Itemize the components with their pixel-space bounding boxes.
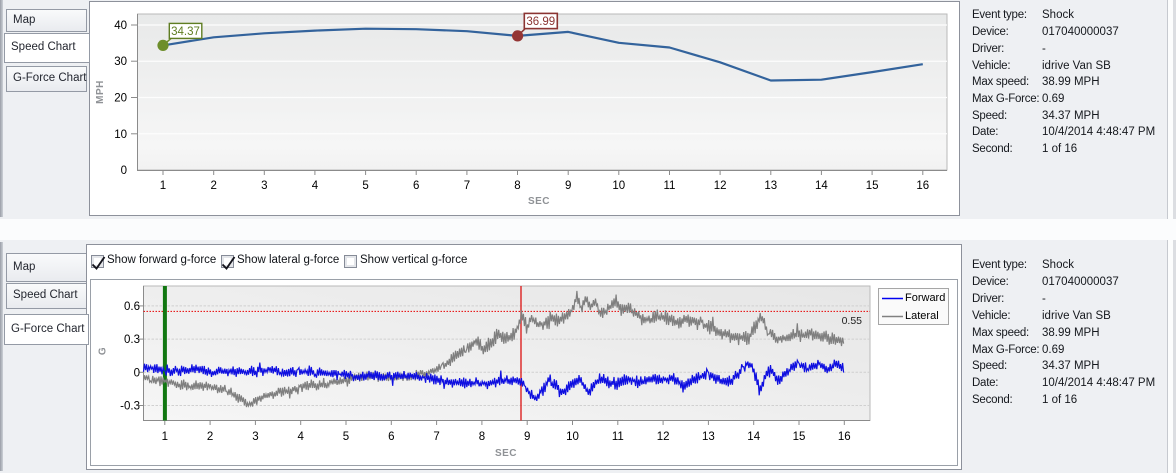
svg-text:3: 3 — [261, 180, 267, 192]
svg-text:3: 3 — [252, 431, 258, 443]
svg-text:11: 11 — [612, 431, 624, 443]
svg-text:14: 14 — [747, 431, 760, 443]
svg-text:16: 16 — [916, 180, 929, 192]
svg-text:4: 4 — [312, 180, 319, 192]
svg-text:0.6: 0.6 — [124, 301, 140, 313]
svg-text:15: 15 — [866, 180, 879, 192]
svg-text:6: 6 — [388, 431, 394, 443]
svg-text:0: 0 — [121, 165, 127, 177]
svg-text:9: 9 — [524, 431, 530, 443]
svg-text:10: 10 — [612, 180, 625, 192]
svg-text:0: 0 — [134, 367, 140, 379]
svg-text:16: 16 — [838, 431, 851, 443]
svg-text:G: G — [98, 347, 109, 355]
svg-text:2: 2 — [210, 180, 216, 192]
svg-text:13: 13 — [702, 431, 715, 443]
svg-text:4: 4 — [297, 431, 304, 443]
svg-text:12: 12 — [714, 180, 727, 192]
svg-text:34.37: 34.37 — [171, 26, 200, 38]
svg-text:0.3: 0.3 — [124, 334, 140, 346]
svg-text:13: 13 — [764, 180, 777, 192]
svg-text:SEC: SEC — [528, 196, 550, 207]
svg-text:5: 5 — [343, 431, 349, 443]
svg-text:30: 30 — [114, 56, 127, 68]
svg-text:SEC: SEC — [495, 448, 517, 459]
svg-text:5: 5 — [362, 180, 368, 192]
svg-text:6: 6 — [413, 180, 419, 192]
svg-text:2: 2 — [207, 431, 213, 443]
svg-text:8: 8 — [479, 431, 485, 443]
svg-text:7: 7 — [464, 180, 470, 192]
svg-text:1: 1 — [162, 431, 168, 443]
svg-text:20: 20 — [114, 93, 127, 105]
svg-text:7: 7 — [433, 431, 439, 443]
svg-text:40: 40 — [114, 20, 127, 32]
svg-text:9: 9 — [565, 180, 571, 192]
svg-text:MPH: MPH — [95, 80, 106, 104]
svg-text:10: 10 — [566, 431, 579, 443]
svg-text:1: 1 — [160, 180, 166, 192]
svg-text:12: 12 — [657, 431, 670, 443]
svg-text:10: 10 — [114, 129, 127, 141]
svg-text:-0.3: -0.3 — [120, 401, 140, 413]
svg-text:14: 14 — [815, 180, 828, 192]
svg-text:36.99: 36.99 — [526, 16, 555, 28]
svg-text:15: 15 — [793, 431, 806, 443]
svg-text:0.55: 0.55 — [842, 315, 863, 327]
svg-text:11: 11 — [664, 180, 676, 192]
svg-text:8: 8 — [514, 180, 520, 192]
